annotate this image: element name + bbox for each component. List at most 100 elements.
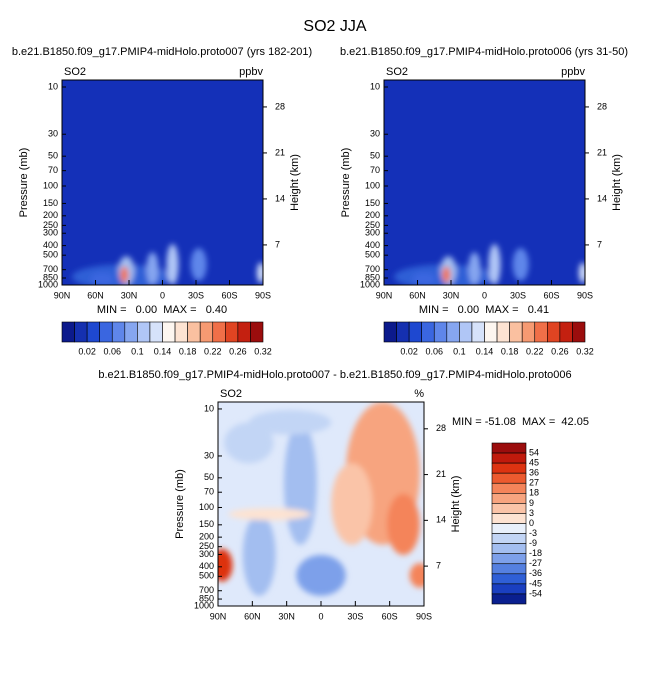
stats: MIN = 0.00 MAX = 0.41 [419, 304, 549, 316]
x-tick-label: 90S [255, 290, 271, 300]
field-background [384, 80, 585, 285]
colorbar-box [408, 321, 422, 343]
colorbar-box [491, 573, 527, 585]
colorbar-box [396, 321, 410, 343]
colorbar-label: 0.26 [229, 346, 247, 356]
field-blob [386, 493, 420, 555]
y2-tick-label: 21 [597, 147, 607, 157]
y-tick-label: 1000 [194, 600, 214, 610]
y-tick-label: 10 [204, 403, 214, 413]
y-tick-label: 300 [199, 549, 214, 559]
colorbar-box [99, 321, 113, 343]
y-tick-label: 70 [204, 487, 214, 497]
right-label: % [414, 388, 424, 400]
y-tick-label: 300 [365, 228, 380, 238]
y-tick-label: 500 [365, 250, 380, 260]
field-blob [283, 422, 317, 545]
y2-axis-label: Height (km) [289, 154, 301, 211]
colorbar-box [174, 321, 188, 343]
y-tick-label: 250 [43, 220, 58, 230]
colorbar-label: -54 [529, 588, 542, 598]
colorbar-box [162, 321, 176, 343]
colorbar-box [421, 321, 435, 343]
y2-axis-label: Height (km) [611, 154, 623, 211]
colorbar-box [459, 321, 473, 343]
y-tick-label: 150 [43, 198, 58, 208]
colorbar-box [111, 321, 126, 343]
y-tick-label: 50 [204, 472, 214, 482]
y-tick-label: 700 [43, 264, 58, 274]
y-tick-label: 10 [48, 81, 58, 91]
x-tick-label: 60S [382, 611, 398, 621]
y-tick-label: 700 [199, 585, 214, 595]
y2-axis-label: Height (km) [450, 476, 462, 533]
field-blobs [72, 244, 263, 285]
y-tick-label: 300 [43, 228, 58, 238]
field-blob [166, 244, 179, 285]
y-tick-label: 1000 [38, 279, 58, 289]
colorbar-box [124, 321, 138, 343]
x-tick-label: 30S [510, 290, 526, 300]
colorbar-label: 0.26 [551, 346, 569, 356]
x-tick-label: 90N [376, 290, 393, 300]
contour-field [62, 80, 263, 285]
y-tick-label: 70 [48, 165, 58, 175]
y-tick-label: 1000 [360, 279, 380, 289]
y-tick-label: 200 [199, 532, 214, 542]
colorbar-label: 0.06 [425, 346, 443, 356]
y-axis-label: Pressure (mb) [18, 148, 30, 218]
y-tick-label: 500 [43, 250, 58, 260]
colorbar-box [491, 482, 527, 494]
colorbar-box [491, 493, 527, 504]
y-tick-label: 400 [365, 240, 380, 250]
x-tick-label: 90N [54, 290, 71, 300]
x-tick-label: 60N [244, 611, 261, 621]
colorbar-box [491, 503, 527, 514]
field-blob [120, 266, 129, 283]
colorbar-box [491, 563, 527, 575]
colorbar-box [199, 321, 214, 343]
colorbar-box [491, 553, 527, 565]
field-blob [218, 548, 233, 582]
y-tick-label: 400 [199, 561, 214, 571]
y-tick-label: 200 [43, 210, 58, 220]
x-tick-label: 0 [482, 290, 487, 300]
field-blob [468, 252, 481, 285]
colorbar-label: 27 [529, 478, 539, 488]
colorbar-box [491, 462, 527, 474]
field-blob [256, 262, 263, 283]
colorbar-label: 0 [529, 518, 534, 528]
colorbar-label: 0.22 [526, 346, 544, 356]
y-tick-label: 500 [199, 571, 214, 581]
y2-tick-label: 21 [275, 147, 285, 157]
y-tick-label: 850 [365, 272, 380, 282]
y-tick-label: 700 [365, 264, 380, 274]
y-tick-label: 250 [365, 220, 380, 230]
colorbar-label: 0.22 [204, 346, 222, 356]
left-label: SO2 [386, 66, 408, 78]
y2-tick-label: 21 [436, 469, 446, 479]
x-tick-label: 60N [87, 290, 104, 300]
field-blob [146, 252, 159, 285]
field-background [62, 80, 263, 285]
stats: MIN = -51.08 MAX = 42.05 [452, 416, 589, 428]
colorbar-label: 0.14 [476, 346, 494, 356]
y-tick-label: 100 [199, 502, 214, 512]
colorbar-label: 9 [529, 498, 534, 508]
field-blob [578, 262, 585, 283]
field-blob [331, 463, 373, 545]
x-tick-label: 30N [121, 290, 138, 300]
colorbar-box [491, 452, 527, 464]
colorbar-label: -45 [529, 578, 542, 588]
colorbar-box [149, 321, 163, 343]
x-tick-label: 30N [278, 611, 295, 621]
colorbar-label: 0.06 [103, 346, 121, 356]
colorbar-box [237, 321, 251, 343]
colorbar-label: -27 [529, 558, 542, 568]
x-tick-label: 60S [221, 290, 237, 300]
y-tick-label: 100 [43, 180, 58, 190]
colorbar-box [521, 321, 536, 343]
y-axis-label: Pressure (mb) [174, 469, 186, 539]
field-blob [90, 272, 115, 285]
field-blob [296, 555, 346, 596]
